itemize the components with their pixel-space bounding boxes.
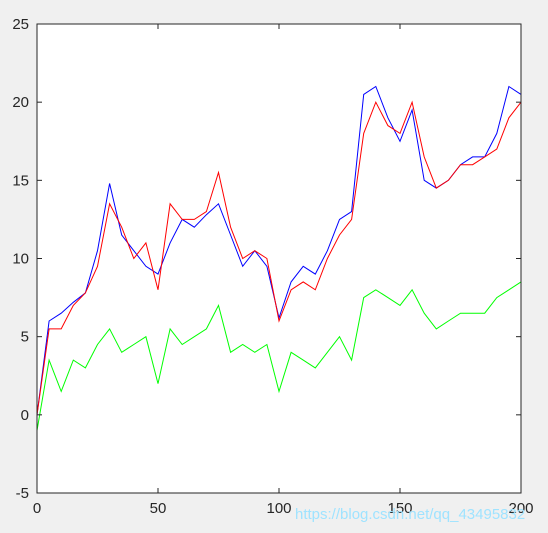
y-tick-label: 20 xyxy=(12,94,29,111)
y-tick-label: 0 xyxy=(21,407,29,424)
x-tick-label: 200 xyxy=(508,500,533,517)
y-tick-label: 15 xyxy=(12,172,29,189)
series-line-3 xyxy=(36,281,522,431)
watermark: https://blog.csdn.net/qq_43495832 xyxy=(295,506,525,523)
series-layer xyxy=(36,85,522,431)
y-tick-label: 10 xyxy=(12,251,29,268)
y-tick-label: -5 xyxy=(16,485,29,502)
x-tick-label: 50 xyxy=(150,500,167,517)
plot-area xyxy=(37,24,521,493)
x-tick-label: 150 xyxy=(387,500,412,517)
series-line-2 xyxy=(36,100,522,415)
y-tick-label: 5 xyxy=(21,329,29,346)
y-tick-label: 25 xyxy=(12,16,29,33)
x-tick-label: 0 xyxy=(33,500,41,517)
x-tick-label: 100 xyxy=(266,500,291,517)
